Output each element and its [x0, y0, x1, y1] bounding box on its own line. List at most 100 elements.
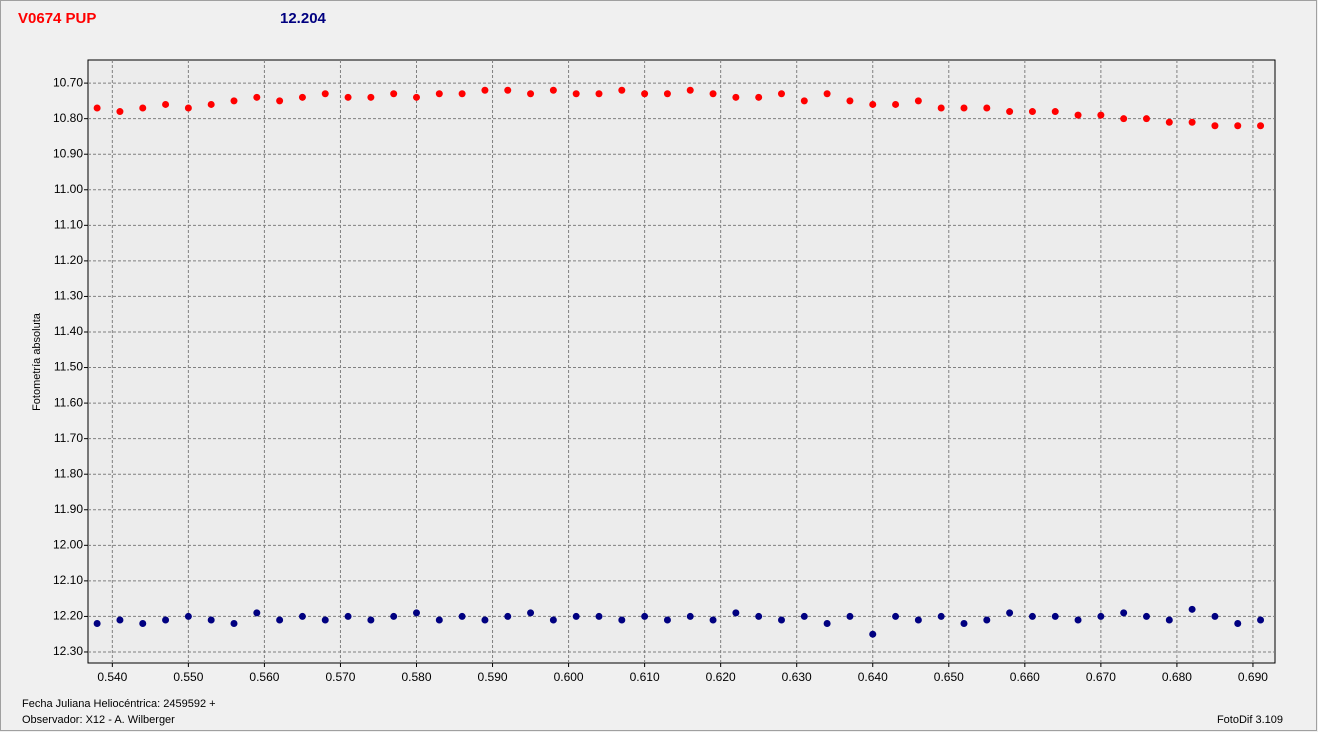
data-point	[732, 93, 740, 101]
data-point	[892, 612, 900, 620]
data-point	[435, 90, 443, 98]
data-point	[481, 86, 489, 94]
data-point	[572, 90, 580, 98]
data-point	[983, 104, 991, 112]
data-point	[663, 616, 671, 624]
y-axis-label: Fotometría absoluta	[31, 312, 43, 411]
data-point	[1051, 108, 1059, 116]
data-point	[184, 612, 192, 620]
x-tick-label: 0.610	[630, 670, 660, 684]
data-point	[412, 93, 420, 101]
data-point	[869, 100, 877, 108]
data-point	[1165, 616, 1173, 624]
data-point	[139, 620, 147, 628]
x-tick-label: 0.560	[249, 670, 279, 684]
data-point	[367, 616, 375, 624]
y-tick-label: 12.00	[53, 537, 83, 551]
plot-area	[87, 59, 1276, 664]
data-point	[184, 104, 192, 112]
data-point	[686, 612, 694, 620]
comparison-magnitude: 12.204	[280, 10, 327, 27]
y-tick-label: 12.10	[53, 573, 83, 587]
data-point	[846, 612, 854, 620]
data-point	[618, 616, 626, 624]
data-point	[823, 90, 831, 98]
data-point	[1257, 616, 1265, 624]
chart-title: V0674 PUP	[18, 10, 96, 27]
data-point	[321, 616, 329, 624]
data-point	[116, 616, 124, 624]
data-point	[983, 616, 991, 624]
data-point	[595, 90, 603, 98]
x-tick-label: 0.600	[554, 670, 584, 684]
data-point	[504, 612, 512, 620]
data-point	[390, 90, 398, 98]
x-tick-label: 0.620	[706, 670, 736, 684]
data-point	[1051, 612, 1059, 620]
y-tick-label: 11.10	[54, 217, 83, 231]
data-point	[709, 616, 717, 624]
data-point	[641, 612, 649, 620]
data-point	[367, 93, 375, 101]
y-tick-label: 11.80	[54, 466, 83, 480]
data-point	[777, 90, 785, 98]
data-point	[1028, 108, 1036, 116]
data-point	[1257, 122, 1265, 130]
y-tick-label: 10.90	[53, 146, 83, 160]
data-point	[412, 609, 420, 617]
data-point	[276, 616, 284, 624]
data-point	[344, 93, 352, 101]
data-point	[253, 93, 261, 101]
data-point	[207, 616, 215, 624]
data-point	[527, 90, 535, 98]
data-point	[709, 90, 717, 98]
data-point	[1120, 115, 1128, 123]
data-point	[298, 612, 306, 620]
x-tick-label: 0.570	[325, 670, 355, 684]
x-tick-label: 0.670	[1086, 670, 1116, 684]
data-point	[663, 90, 671, 98]
data-point	[93, 104, 101, 112]
data-point	[755, 612, 763, 620]
data-point	[1097, 612, 1105, 620]
data-point	[1142, 115, 1150, 123]
y-tick-label: 11.00	[54, 182, 83, 196]
data-point	[800, 612, 808, 620]
data-point	[937, 612, 945, 620]
x-tick-label: 0.680	[1162, 670, 1192, 684]
software: FotoDif 3.109	[1217, 714, 1283, 726]
x-tick-label: 0.590	[478, 670, 508, 684]
x-tick-label: 0.640	[858, 670, 888, 684]
data-point	[162, 616, 170, 624]
data-point	[869, 630, 877, 638]
data-point	[777, 616, 785, 624]
data-point	[549, 86, 557, 94]
y-tick-label: 10.80	[53, 111, 83, 125]
data-point	[298, 93, 306, 101]
y-tick-label: 11.60	[54, 395, 83, 409]
data-point	[1188, 605, 1196, 613]
data-point	[914, 97, 922, 105]
x-tick-label: 0.660	[1010, 670, 1040, 684]
data-point	[937, 104, 945, 112]
y-tick-label: 10.70	[53, 75, 83, 89]
data-point	[276, 97, 284, 105]
data-point	[846, 97, 854, 105]
data-point	[960, 104, 968, 112]
data-point	[344, 612, 352, 620]
x-tick-label: 0.580	[401, 670, 431, 684]
data-point	[116, 108, 124, 116]
x-tick-label: 0.630	[782, 670, 812, 684]
data-point	[162, 100, 170, 108]
data-point	[1142, 612, 1150, 620]
y-tick-label: 11.40	[54, 324, 83, 338]
data-point	[618, 86, 626, 94]
data-point	[390, 612, 398, 620]
data-point	[595, 612, 603, 620]
data-point	[1165, 118, 1173, 126]
data-point	[1211, 122, 1219, 130]
data-point	[1074, 616, 1082, 624]
data-point	[207, 100, 215, 108]
data-point	[230, 97, 238, 105]
